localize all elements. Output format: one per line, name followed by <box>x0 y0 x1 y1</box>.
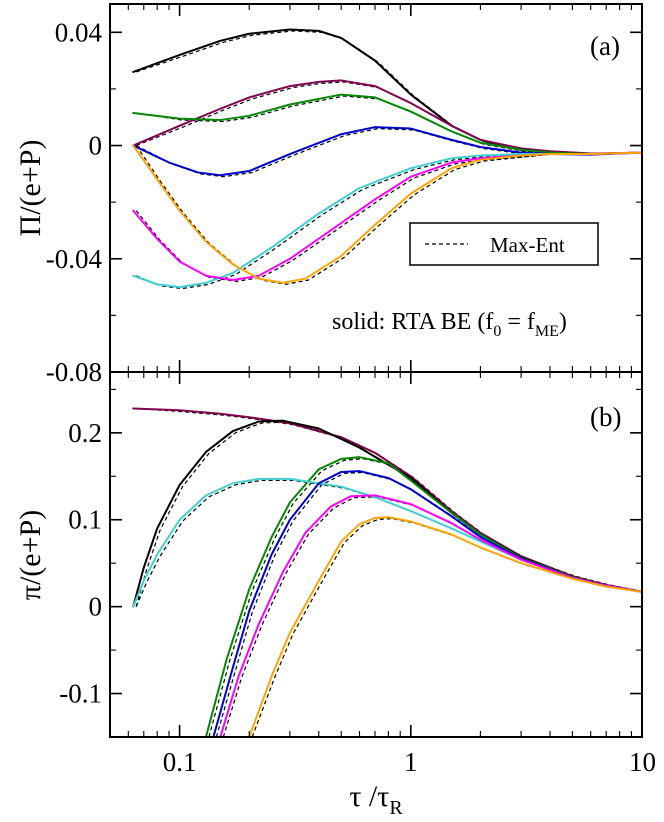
panel-b-rta-curves <box>132 407 642 737</box>
panel-b-curve-orange <box>248 516 642 737</box>
panel-b-curve-black <box>132 419 642 608</box>
panel-b-ytick-label: 0.2 <box>68 418 102 448</box>
panel-a-ticks: 0.04 0 -0.04 -0.08 <box>46 4 643 387</box>
panel-b-maxent-black <box>135 421 642 607</box>
xlabel-sub: R <box>389 797 403 819</box>
panel-b-ytick-label: -0.1 <box>59 679 102 709</box>
annotation-prefix: solid: RTA BE (f <box>332 309 493 335</box>
panel-b-ytick-label: 0.1 <box>68 505 102 535</box>
panel-a: 0.04 0 -0.04 -0.08 (a) Π/(e+P) Max-Ent soli… <box>14 3 643 387</box>
panel-b-curve-magenta <box>219 494 642 737</box>
panel-a-maxent-orange <box>135 145 642 285</box>
x-tick-label: 1 <box>404 747 418 777</box>
annotation-mid: = f <box>501 309 535 335</box>
panel-a-ytick-label: -0.04 <box>46 244 103 274</box>
xlabel-slash: / <box>361 780 378 813</box>
panel-b-ytick-label: 0 <box>89 592 103 622</box>
panel-a-maxent-green <box>136 95 642 155</box>
panel-b-frame <box>109 371 643 738</box>
panel-b-label: (b) <box>590 402 621 432</box>
panel-a-ytick-label: 0.04 <box>55 17 103 47</box>
panel-a-rta-curves <box>132 28 642 289</box>
xlabel-tau-r: τ <box>377 780 389 813</box>
panel-b-maxent-magenta <box>222 496 642 737</box>
panel-a-maxent-cyan <box>135 152 642 290</box>
panel-a-ytick-label: -0.08 <box>46 357 102 387</box>
x-axis-label: τ /τR <box>349 780 403 819</box>
panel-a-maxent-blue <box>135 128 642 178</box>
panel-a-curve-purple <box>132 79 642 155</box>
legend-label-maxent: Max-Ent <box>490 233 565 257</box>
panel-a-curve-orange <box>132 144 642 284</box>
panel-b-ylabel: π/(e+P) <box>14 510 47 600</box>
annotation-suffix: ) <box>559 309 567 335</box>
panel-b-curve-purple <box>132 407 642 593</box>
panel-a-ylabel: Π/(e+P) <box>14 140 47 237</box>
x-tick-label: 10 <box>629 747 656 777</box>
panel-a-curve-cyan <box>132 151 642 289</box>
panel-b-maxent-curves <box>135 407 642 737</box>
legend: Max-Ent <box>409 222 599 266</box>
x-tick-label: 0.1 <box>163 747 197 777</box>
panel-b: 0.2 0.1 0 -0.1 0.1 1 10 (b) π/(e+P) <box>14 371 656 777</box>
annotation-sub0: 0 <box>493 323 501 340</box>
panel-b-maxent-orange <box>251 517 642 737</box>
panel-b-maxent-blue <box>215 471 642 737</box>
panel-a-ytick-label: 0 <box>89 131 103 161</box>
solid-curve-annotation: solid: RTA BE (f0 = fME) <box>332 309 567 340</box>
panel-a-label: (a) <box>590 31 620 61</box>
panel-a-curve-green <box>132 93 642 156</box>
xlabel-tau: τ <box>349 780 361 813</box>
annotation-sub1: ME <box>535 323 559 340</box>
